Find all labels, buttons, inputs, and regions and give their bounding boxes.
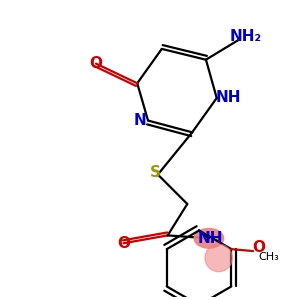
Ellipse shape <box>205 244 232 272</box>
Ellipse shape <box>194 229 224 248</box>
Text: S: S <box>149 165 161 180</box>
Text: O: O <box>252 240 266 255</box>
Text: CH₃: CH₃ <box>258 252 279 262</box>
Text: NH: NH <box>216 91 241 106</box>
Text: O: O <box>117 236 130 251</box>
Text: NH: NH <box>198 231 224 246</box>
Text: O: O <box>89 56 103 71</box>
Text: N: N <box>134 113 147 128</box>
Text: NH₂: NH₂ <box>230 28 262 44</box>
